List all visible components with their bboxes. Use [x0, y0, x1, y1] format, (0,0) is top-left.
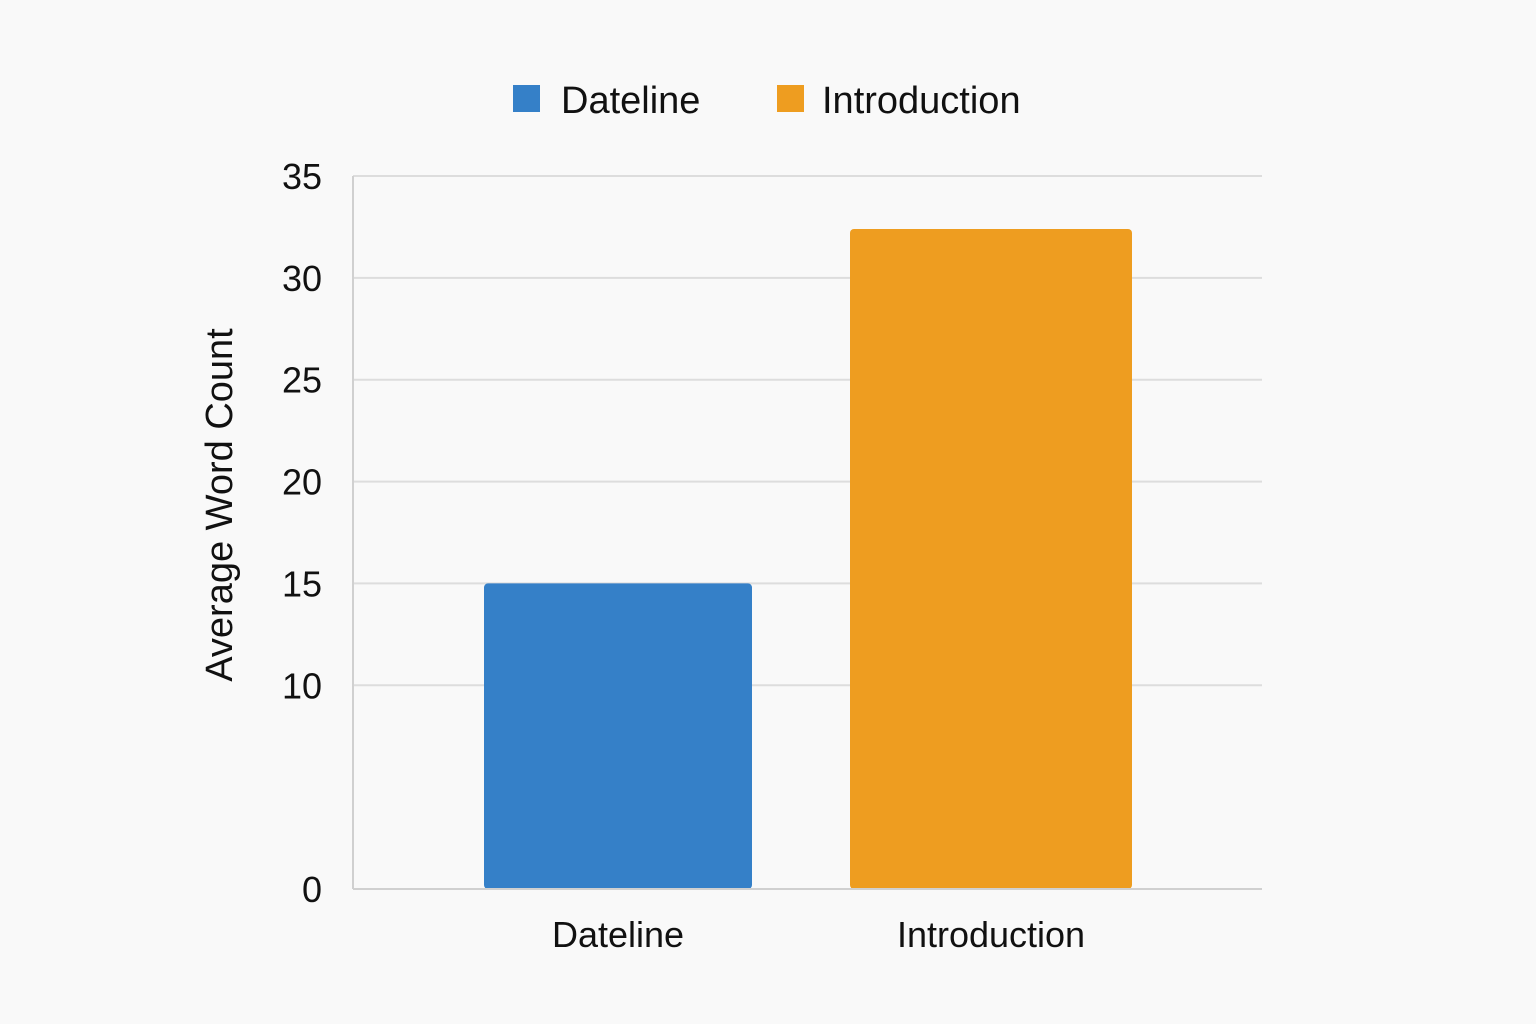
y-tick-label: 0	[302, 869, 322, 910]
y-axis-ticks: 0 10 15 20 25 30 35	[282, 156, 322, 910]
x-tick-label-dateline: Dateline	[552, 914, 684, 955]
legend-label-dateline: Dateline	[561, 80, 700, 122]
bars	[484, 228, 1132, 890]
x-tick-label-introduction: Introduction	[897, 914, 1085, 955]
y-axis-title: Average Word Count	[199, 328, 241, 682]
legend-swatch-introduction	[777, 85, 804, 112]
bar-introduction	[850, 228, 1132, 890]
bar-dateline	[484, 583, 752, 889]
y-tick-label: 30	[282, 258, 322, 299]
y-tick-label: 35	[282, 156, 322, 197]
legend-swatch-dateline	[513, 85, 540, 112]
y-tick-label: 20	[282, 462, 322, 503]
legend-label-introduction: Introduction	[822, 80, 1021, 122]
chart-legend: Dateline Introduction	[513, 80, 1021, 122]
y-tick-label: 25	[282, 360, 322, 401]
x-axis-ticks: Dateline Introduction	[552, 914, 1085, 955]
y-tick-label: 10	[282, 665, 322, 706]
y-tick-label: 15	[282, 563, 322, 604]
